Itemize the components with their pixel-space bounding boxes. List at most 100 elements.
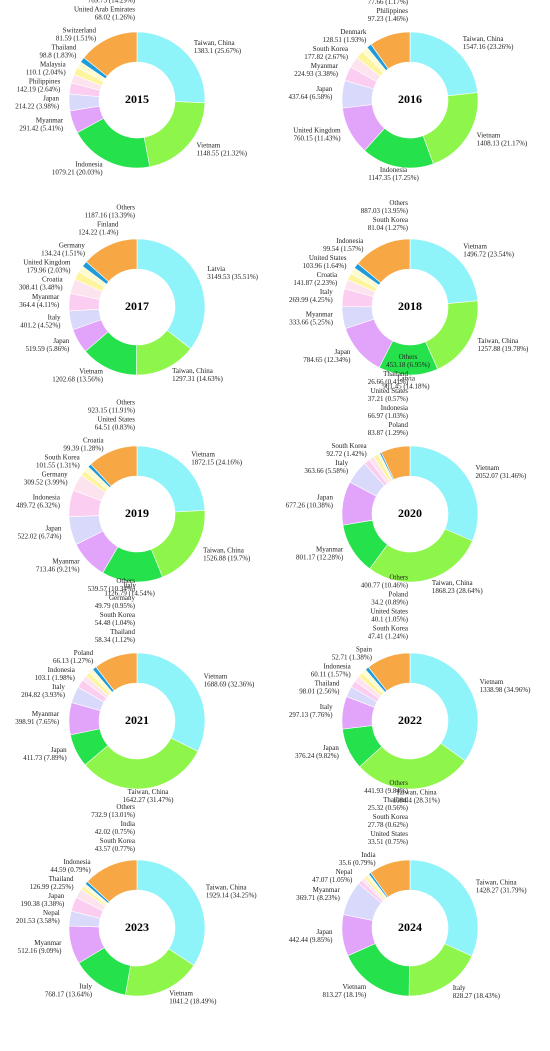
- slice-label: Germany: [109, 594, 136, 602]
- slice-value-label: 37.21 (0.57%): [368, 395, 409, 403]
- slice-value-label: 732.9 (13.01%): [91, 811, 135, 819]
- slice-label: Others: [116, 398, 135, 406]
- slice-value-label: 887.03 (13.95%): [361, 207, 409, 215]
- slice-label: South Korea: [313, 45, 349, 53]
- slice-label: Others: [399, 353, 418, 361]
- slice-label: Taiwan, China: [206, 884, 248, 892]
- slice-label: Japan: [45, 525, 61, 533]
- slice-label: Taiwan, China: [478, 337, 520, 345]
- slice-label: Croatia: [83, 436, 104, 444]
- slice-label: Italy: [123, 581, 136, 589]
- slice-value-label: 124.22 (1.4%): [78, 228, 119, 236]
- slice-label: United States: [370, 387, 408, 395]
- slice-label: Indonesia: [48, 666, 76, 674]
- slice-value-label: 1257.88 (19.78%): [478, 345, 529, 353]
- donut-slice: [95, 652, 138, 692]
- slice-label: Taiwan, China: [128, 788, 170, 796]
- slice-value-label: 1428.27 (31.79%): [476, 886, 527, 894]
- slice-label: Poland: [74, 649, 94, 657]
- slice-value-label: 1338.98 (34.96%): [480, 686, 531, 694]
- slice-value-label: 98.8 (1.83%): [40, 51, 77, 59]
- slice-label: Vietnam: [204, 673, 228, 681]
- slice-value-label: 141.87 (2.23%): [293, 279, 337, 287]
- slice-value-label: 291.42 (5.41%): [19, 124, 63, 132]
- slice-value-label: 1383.1 (25.67%): [194, 47, 242, 55]
- slice-label: Others: [389, 199, 408, 207]
- slice-label: United Arab Emirates: [74, 5, 135, 13]
- slice-label: Philippines: [376, 7, 408, 15]
- slice-label: Taiwan, China: [194, 39, 236, 47]
- slice-label: Italy: [335, 459, 348, 467]
- slice-label: Others: [116, 577, 135, 585]
- slice-value-label: 828.27 (18.43%): [453, 992, 501, 1000]
- slice-value-label: 103.96 (1.64%): [303, 262, 347, 270]
- chart-title: 2021: [125, 713, 149, 727]
- slice-value-label: 411.73 (7.89%): [23, 754, 67, 762]
- donut-slice: [370, 31, 411, 70]
- slice-label: Vietnam: [343, 983, 367, 991]
- slice-label: Italy: [453, 984, 466, 992]
- slice-label: Poland: [389, 591, 409, 599]
- slice-label: Others: [116, 203, 135, 211]
- slice-value-label: 81.04 (1.27%): [368, 224, 409, 232]
- slice-value-label: 1126.79 (14.54%): [104, 589, 155, 597]
- slice-label: Poland: [389, 421, 409, 429]
- slice-label: Thailand: [110, 628, 135, 636]
- slice-label: Thailand: [51, 43, 76, 51]
- slice-value-label: 81.59 (1.51%): [56, 34, 97, 42]
- slice-value-label: 369.71 (8.23%): [296, 894, 340, 902]
- slice-value-label: 512.16 (9.09%): [18, 947, 62, 955]
- chart-title: 2022: [398, 713, 422, 727]
- slice-value-label: 441.93 (9.84%): [364, 787, 408, 795]
- slice-value-label: 269.99 (4.25%): [289, 296, 333, 304]
- slice-value-label: 1496.72 (23.54%): [463, 250, 514, 258]
- slice-label: Nepal: [336, 868, 353, 876]
- slice-label: Myanmar: [311, 62, 339, 70]
- slice-value-label: 99.39 (1.28%): [63, 444, 104, 452]
- slice-label: Malaysia: [40, 60, 67, 68]
- slice-value-label: 66.97 (1.03%): [368, 412, 409, 420]
- slice-label: Taiwan, China: [463, 35, 505, 43]
- slice-label: Italy: [48, 314, 61, 322]
- slice-label: United States: [370, 608, 408, 616]
- slice-value-label: 539.57 (10.34%): [88, 585, 136, 593]
- slice-label: Taiwan, China: [203, 546, 245, 554]
- slice-label: Italy: [79, 982, 92, 990]
- slice-value-label: 40.1 (1.05%): [371, 616, 408, 624]
- slice-value-label: 2052.07 (31.46%): [475, 472, 526, 480]
- slice-label: Japan: [317, 493, 333, 501]
- slice-label: Finland: [97, 220, 119, 228]
- slice-value-label: 522.02 (6.74%): [18, 533, 62, 541]
- slice-value-label: 26.66 (0.41%): [368, 378, 409, 386]
- donut-slice: [422, 92, 479, 165]
- donut-slice: [83, 31, 138, 77]
- slice-value-label: 923.15 (11.91%): [88, 406, 136, 414]
- slice-label: Myanmar: [34, 939, 62, 947]
- donut-slice: [357, 238, 411, 284]
- slice-label: Indonesia: [63, 858, 91, 866]
- slice-value-label: 1202.68 (13.56%): [52, 376, 103, 384]
- slice-value-label: 489.72 (6.32%): [16, 502, 60, 510]
- slice-value-label: 33.51 (0.75%): [368, 838, 409, 846]
- slice-value-label: 333.66 (5.25%): [289, 319, 333, 327]
- slice-label: Nepal: [43, 909, 60, 917]
- slice-label: Taiwan, China: [396, 788, 438, 796]
- slice-value-label: 1187.16 (13.39%): [85, 211, 136, 219]
- chart-title: 2023: [125, 920, 149, 934]
- slice-label: Myanmar: [316, 545, 344, 553]
- slice-value-label: 453.18 (6.95%): [386, 361, 430, 369]
- slice-value-label: 1148.55 (21.32%): [197, 149, 248, 157]
- slice-value-label: 179.96 (2.03%): [27, 266, 71, 274]
- slice-value-label: 204.82 (3.93%): [21, 691, 65, 699]
- slice-label: Japan: [43, 94, 59, 102]
- slice-value-label: 1147.35 (17.25%): [368, 174, 419, 182]
- slice-label: United States: [309, 254, 347, 262]
- slice-value-label: 398.91 (7.65%): [15, 718, 59, 726]
- slice-label: India: [361, 851, 376, 859]
